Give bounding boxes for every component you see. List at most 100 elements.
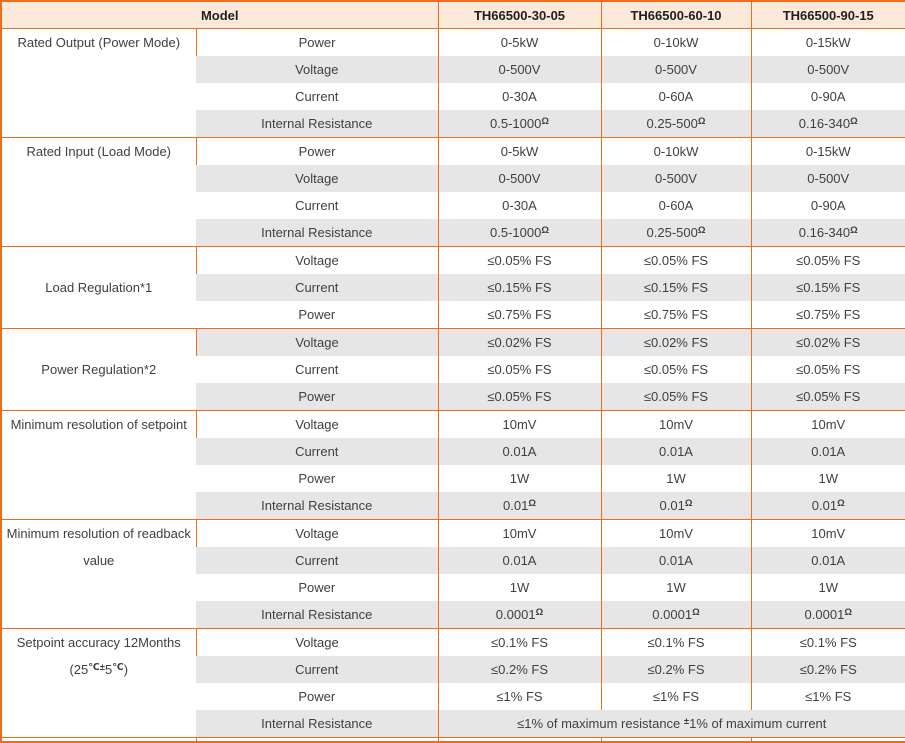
value-cell: 0.01A bbox=[750, 438, 905, 465]
param-cell: Voltage bbox=[195, 246, 438, 274]
table-row: Minimum resolution of readback value Volt… bbox=[1, 519, 905, 629]
group-label-cell: Rated Output (Power Mode) bbox=[1, 28, 196, 138]
group-label-cell: Load Regulation*1 bbox=[1, 246, 196, 329]
table-row: Current 0.01A 0.01A 0.01A bbox=[1, 547, 905, 574]
value-cell: ≤0.1% FS bbox=[750, 628, 905, 656]
table-row: Internal Resistance 0.01Ω 0.01Ω 0.01Ω bbox=[1, 492, 905, 520]
value-cell: 0-500V bbox=[437, 56, 601, 83]
value-cell: 10mV bbox=[750, 519, 905, 547]
param-cell: Voltage bbox=[196, 56, 438, 83]
param-cell: Power bbox=[196, 574, 438, 601]
partial-cell bbox=[1, 737, 196, 742]
param-cell: Power bbox=[196, 683, 438, 710]
value-cell: ≤0.1% FS bbox=[437, 628, 601, 656]
value-cell: ≤0.02% FS bbox=[437, 328, 601, 356]
partial-row bbox=[1, 737, 905, 742]
param-cell: Current bbox=[196, 547, 438, 574]
table-row: Power 1W 1W 1W bbox=[1, 574, 905, 601]
param-cell: Internal Resistance bbox=[196, 110, 438, 138]
value-cell: ≤0.05% FS bbox=[600, 383, 751, 411]
param-cell: Internal Resistance bbox=[196, 710, 438, 738]
value-cell: 0.01A bbox=[600, 438, 751, 465]
value-cell: 1W bbox=[437, 465, 601, 492]
table-row: Current 0-30A 0-60A 0-90A bbox=[1, 83, 905, 110]
value-cell: ≤0.75% FS bbox=[750, 301, 905, 329]
value-cell: 0-10kW bbox=[600, 28, 751, 56]
param-cell: Voltage bbox=[195, 328, 438, 356]
value-cell: 0-500V bbox=[750, 165, 905, 192]
value-cell: 0.16-340Ω bbox=[750, 110, 905, 138]
column-header-cell: TH66500-30-05 bbox=[437, 1, 601, 29]
value-cell: ≤0.15% FS bbox=[750, 274, 905, 301]
table-row: Minimum resolution of setpoint Voltage 10m… bbox=[1, 410, 905, 520]
group-label-cell: Power Regulation*2 bbox=[1, 328, 196, 411]
table-row: Power ≤0.05% FS ≤0.05% FS ≤0.05% FS bbox=[1, 383, 905, 411]
value-cell: 0.5-1000Ω bbox=[437, 110, 601, 138]
value-cell: ≤0.05% FS bbox=[750, 356, 905, 383]
table-row: Load Regulation*1 Voltage ≤0.05% FS ≤0.05% … bbox=[1, 246, 905, 329]
value-cell: ≤0.02% FS bbox=[750, 328, 905, 356]
value-cell: 0-500V bbox=[750, 56, 905, 83]
value-cell: 0.0001Ω bbox=[600, 601, 751, 629]
value-cell: 0.01A bbox=[600, 547, 751, 574]
value-cell: ≤0.05% FS bbox=[437, 383, 601, 411]
value-cell: 0.01A bbox=[750, 547, 905, 574]
partial-cell bbox=[600, 737, 751, 742]
value-cell: 0.01A bbox=[437, 547, 601, 574]
group-label-cell: Setpoint accuracy 12Months (25℃±5℃) bbox=[1, 628, 196, 738]
group-label-cell: Minimum resolution of readback value bbox=[1, 519, 196, 629]
value-cell: 10mV bbox=[600, 519, 751, 547]
table-row: Current ≤0.15% FS ≤0.15% FS ≤0.15% FS bbox=[1, 274, 905, 301]
value-cell: ≤0.15% FS bbox=[600, 274, 751, 301]
param-cell: Current bbox=[196, 356, 438, 383]
value-cell: 10mV bbox=[437, 410, 601, 438]
value-cell: 0.01Ω bbox=[600, 492, 751, 520]
value-cell: 0-90A bbox=[750, 83, 905, 110]
param-cell: Internal Resistance bbox=[196, 601, 438, 629]
merged-value-cell: ≤1% of maximum resistance ±1% of maximum… bbox=[437, 710, 905, 738]
value-cell: ≤0.05% FS bbox=[600, 246, 751, 274]
value-cell: 0-60A bbox=[600, 83, 751, 110]
table-row: Current 0-30A 0-60A 0-90A bbox=[1, 192, 905, 219]
value-cell: ≤0.05% FS bbox=[437, 246, 601, 274]
value-cell: 1W bbox=[750, 465, 905, 492]
value-cell: ≤1% FS bbox=[437, 683, 601, 710]
value-cell: 10mV bbox=[600, 410, 751, 438]
value-cell: ≤0.75% FS bbox=[600, 301, 751, 329]
value-cell: 0-500V bbox=[600, 56, 751, 83]
value-cell: 0-500V bbox=[600, 165, 751, 192]
value-cell: ≤0.2% FS bbox=[600, 656, 751, 683]
value-cell: 1W bbox=[600, 574, 751, 601]
param-cell: Voltage bbox=[195, 628, 438, 656]
table-row: Internal Resistance 0.5-1000Ω 0.25-500Ω 0.1… bbox=[1, 110, 905, 138]
value-cell: ≤0.05% FS bbox=[750, 383, 905, 411]
table-row: Rated Input (Load Mode) Power 0-5kW 0-10kW 0… bbox=[1, 137, 905, 247]
value-cell: 1W bbox=[600, 465, 751, 492]
value-cell: ≤0.1% FS bbox=[600, 628, 751, 656]
value-cell: ≤0.15% FS bbox=[437, 274, 601, 301]
value-cell: 0.0001Ω bbox=[437, 601, 601, 629]
param-cell: Internal Resistance bbox=[196, 219, 438, 247]
column-header-cell: TH66500-90-15 bbox=[750, 1, 905, 29]
value-cell: ≤0.05% FS bbox=[437, 356, 601, 383]
value-cell: 0-10kW bbox=[600, 137, 751, 165]
param-cell: Current bbox=[196, 656, 438, 683]
param-cell: Voltage bbox=[196, 165, 438, 192]
param-cell: Internal Resistance bbox=[196, 492, 438, 520]
value-cell: 0-5kW bbox=[437, 137, 601, 165]
value-cell: ≤1% FS bbox=[750, 683, 905, 710]
value-cell: 0-30A bbox=[437, 192, 601, 219]
value-cell: ≤0.2% FS bbox=[437, 656, 601, 683]
partial-cell bbox=[437, 737, 601, 742]
table-row: Power ≤0.75% FS ≤0.75% FS ≤0.75% FS bbox=[1, 301, 905, 329]
value-cell: 10mV bbox=[750, 410, 905, 438]
value-cell: 1W bbox=[437, 574, 601, 601]
param-cell: Voltage bbox=[195, 410, 438, 438]
param-cell: Power bbox=[195, 137, 438, 165]
table-row: Internal Resistance 0.5-1000Ω 0.25-500Ω 0.1… bbox=[1, 219, 905, 247]
value-cell: 0-500V bbox=[437, 165, 601, 192]
param-cell: Power bbox=[196, 465, 438, 492]
spec-table-body: Rated Output (Power Mode) Power 0-5kW 0-10k… bbox=[1, 28, 905, 742]
